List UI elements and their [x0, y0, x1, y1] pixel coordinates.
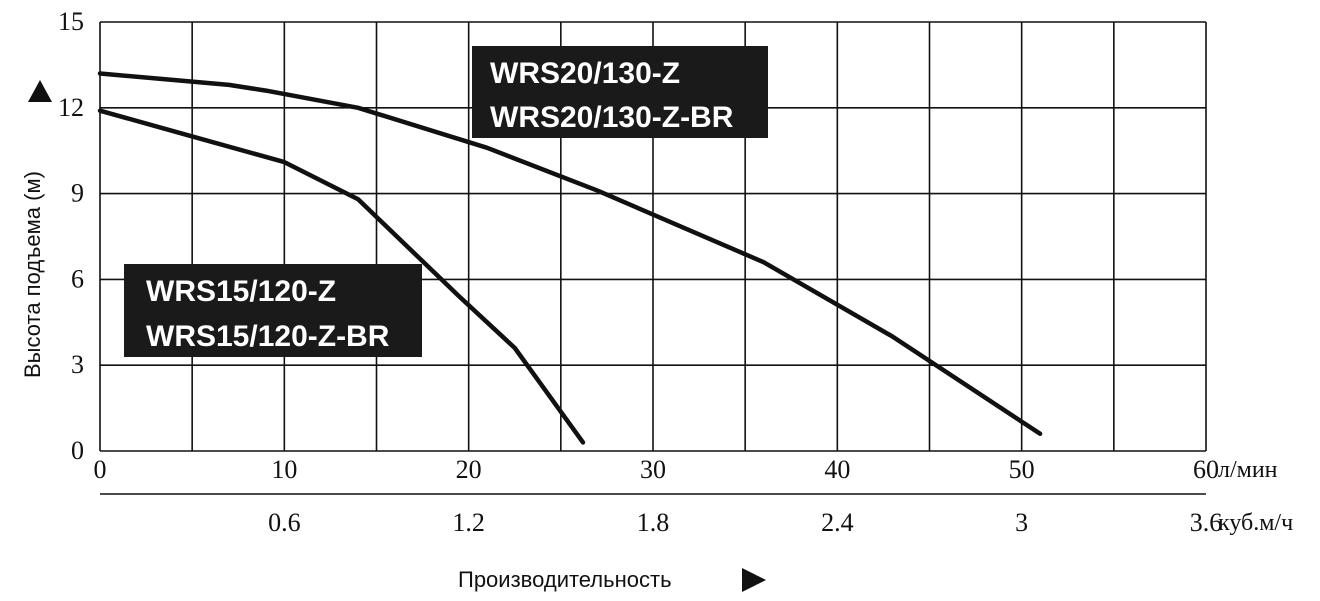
x-tick-label-secondary: 2.4 [821, 508, 854, 537]
y-tick-label: 9 [71, 179, 84, 208]
x-tick-label-secondary: 1.8 [637, 508, 670, 537]
x-tick-label-secondary: 1.2 [452, 508, 485, 537]
series-label-wrs20-line2: WRS20/130-Z-BR [490, 101, 734, 134]
x-tick-label: 30 [640, 455, 666, 484]
x-tick-label-secondary: 3.6 [1190, 508, 1223, 537]
x-axis-arrow-icon [742, 568, 766, 592]
series-label-wrs15: WRS15/120-Z WRS15/120-Z-BR [124, 264, 422, 357]
y-tick-label: 3 [71, 350, 84, 379]
series-label-wrs20-line1: WRS20/130-Z [490, 57, 680, 90]
x-tick-label: 60 [1193, 455, 1219, 484]
tick-labels: 0 3 6 9 12 15 0 10 20 30 40 50 60 0.6 1.2 1.8 2.4 3 3.6 [58, 7, 1222, 537]
series-layer [97, 71, 1043, 445]
series-label-wrs15-line2: WRS15/120-Z-BR [146, 320, 390, 353]
x-axis-title: Производительность [458, 567, 672, 592]
series-line-1 [97, 108, 586, 445]
y-tick-label: 12 [58, 93, 84, 122]
series-line-0 [97, 71, 1043, 437]
x-tick-label: 40 [824, 455, 850, 484]
x-unit-secondary: куб.м/ч [1218, 510, 1293, 536]
y-tick-label: 6 [71, 264, 84, 293]
x-tick-label-secondary: 3 [1015, 508, 1028, 537]
y-tick-label: 15 [58, 7, 84, 36]
y-axis-title: Высота подъема (м) [20, 171, 45, 378]
x-tick-label: 20 [456, 455, 482, 484]
x-tick-label: 50 [1009, 455, 1035, 484]
series-label-wrs20: WRS20/130-Z WRS20/130-Z-BR [472, 46, 768, 138]
y-tick-label: 0 [71, 436, 84, 465]
y-axis-arrow-icon [28, 80, 52, 102]
x-tick-label: 10 [271, 455, 297, 484]
x-unit-primary: л/мин [1218, 457, 1278, 483]
x-tick-label-secondary: 0.6 [268, 508, 301, 537]
x-tick-label: 0 [94, 455, 107, 484]
series-label-wrs15-line1: WRS15/120-Z [146, 275, 336, 308]
